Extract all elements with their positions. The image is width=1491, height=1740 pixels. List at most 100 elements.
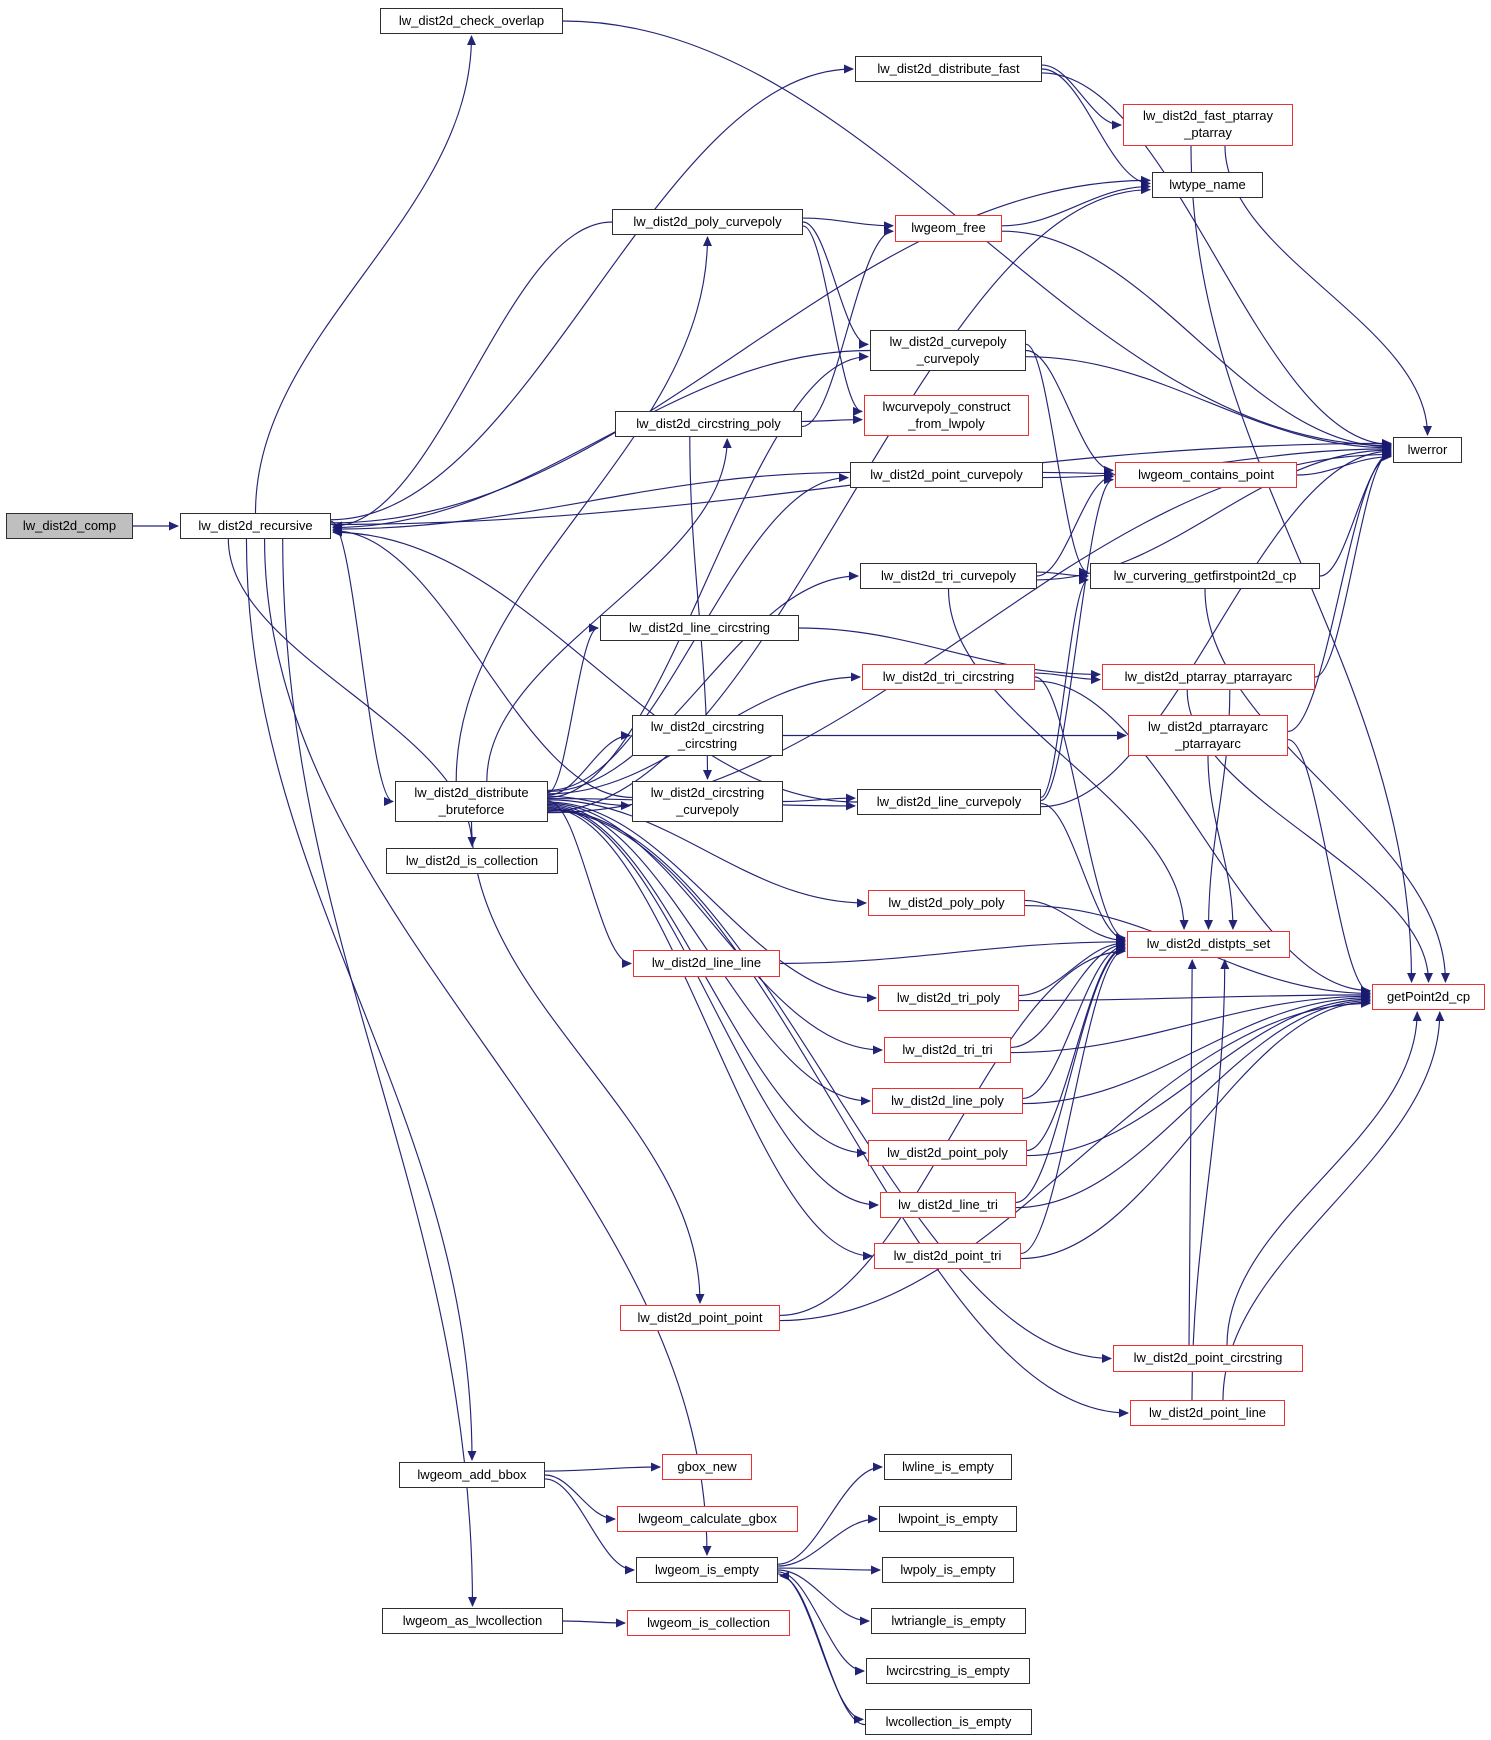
node-label-line: lw_dist2d_recursive: [198, 517, 313, 533]
node-label-line: lwgeom_add_bbox: [417, 1466, 527, 1482]
edge-line_curvepoly-to-lwerror: [1040, 446, 1392, 808]
edge-lwgeom_add_bbox-to-lwgeom_calculate_gbox: [544, 1474, 616, 1524]
node-circstring_circstring[interactable]: lw_dist2d_circstring _circstring: [632, 715, 783, 756]
edge-point_curvepoly-to-lwgeom_contains_point: [1042, 468, 1114, 478]
node-label-line: _ptarrayarc: [1175, 735, 1241, 751]
node-lwgeom_calculate_gbox[interactable]: lwgeom_calculate_gbox: [617, 1506, 798, 1532]
node-lwgeom_as_lwcollection[interactable]: lwgeom_as_lwcollection: [382, 1608, 563, 1634]
node-distribute_fast[interactable]: lw_dist2d_distribute_fast: [855, 56, 1042, 82]
node-recursive[interactable]: lw_dist2d_recursive: [180, 513, 331, 539]
edge-lwgeom_is_empty-to-lwcollection_is_empty: [777, 1573, 864, 1724]
node-label-line: lwline_is_empty: [902, 1458, 994, 1474]
node-check_overlap[interactable]: lw_dist2d_check_overlap: [380, 8, 563, 34]
node-point_point[interactable]: lw_dist2d_point_point: [620, 1305, 780, 1331]
edge-lwgeom_is_empty-to-lwtriangle_is_empty: [777, 1569, 870, 1626]
edge-tri_curvepoly-to-lwgeom_contains_point: [1036, 472, 1114, 577]
node-lwgeom_contains_point[interactable]: lwgeom_contains_point: [1115, 462, 1297, 488]
node-label-line: lw_dist2d_tri_curvepoly: [880, 567, 1017, 583]
edge-getfirstpoint2d_cp-to-lwerror: [1319, 451, 1392, 577]
node-lwcollection_is_empty[interactable]: lwcollection_is_empty: [865, 1709, 1032, 1735]
node-tri_tri[interactable]: lw_dist2d_tri_tri: [884, 1037, 1011, 1063]
node-line_curvepoly[interactable]: lw_dist2d_line_curvepoly: [857, 789, 1041, 815]
node-line_line[interactable]: lw_dist2d_line_line: [633, 950, 780, 977]
edge-distribute_bruteforce-to-tri_curvepoly: [547, 571, 859, 793]
node-point_circstring[interactable]: lw_dist2d_point_circstring: [1113, 1345, 1303, 1372]
node-lwgeom_free[interactable]: lwgeom_free: [895, 215, 1002, 242]
node-line_poly[interactable]: lw_dist2d_line_poly: [872, 1088, 1023, 1114]
node-lwgeom_is_empty[interactable]: lwgeom_is_empty: [636, 1557, 778, 1583]
edge-poly_curvepoly-to-recursive: [332, 221, 613, 531]
node-label-line: lw_dist2d_poly_poly: [888, 894, 1005, 910]
edge-ptarrayarc_ptarrayarc-to-getPoint2d_cp: [1287, 739, 1371, 997]
edge-distribute_bruteforce-to-point_tri: [547, 807, 873, 1261]
node-line_circstring[interactable]: lw_dist2d_line_circstring: [600, 615, 799, 641]
edge-lwgeom_add_bbox-to-lwgeom_is_empty: [544, 1478, 635, 1575]
node-comp[interactable]: lw_dist2d_comp: [6, 513, 133, 539]
node-label-line: lw_dist2d_line_circstring: [629, 619, 770, 635]
node-label-line: lwgeom_as_lwcollection: [402, 1612, 543, 1628]
node-lwgeom_is_collection[interactable]: lwgeom_is_collection: [627, 1610, 790, 1636]
edge-circstring_poly-to-lwgeom_free: [801, 226, 894, 428]
node-getfirstpoint2d_cp[interactable]: lw_curvering_getfirstpoint2d_cp: [1090, 563, 1320, 589]
node-label-line: lwgeom_is_empty: [654, 1561, 760, 1577]
node-label-line: lw_dist2d_distribute: [414, 784, 529, 800]
node-point_tri[interactable]: lw_dist2d_point_tri: [874, 1243, 1021, 1269]
node-lwtriangle_is_empty[interactable]: lwtriangle_is_empty: [871, 1608, 1026, 1634]
node-label-line: lw_dist2d_distribute_fast: [877, 60, 1020, 76]
node-line_tri[interactable]: lw_dist2d_line_tri: [880, 1192, 1016, 1218]
node-tri_curvepoly[interactable]: lw_dist2d_tri_curvepoly: [860, 563, 1037, 589]
node-label-line: lw_dist2d_poly_curvepoly: [633, 213, 782, 229]
node-ptarrayarc_ptarrayarc[interactable]: lw_dist2d_ptarrayarc _ptarrayarc: [1128, 715, 1288, 756]
node-label-line: lw_dist2d_line_line: [651, 955, 762, 971]
node-label-line: lwgeom_free: [911, 220, 986, 236]
node-lwtype_name[interactable]: lwtype_name: [1152, 172, 1263, 198]
edge-line_tri-to-getPoint2d_cp: [1015, 996, 1371, 1209]
edge-recursive-to-lwgeom_is_empty: [263, 538, 712, 1556]
node-label-line: lw_dist2d_line_tri: [898, 1196, 998, 1212]
edge-line_poly-to-distpts_set: [1022, 941, 1126, 1099]
node-lwcircstring_is_empty[interactable]: lwcircstring_is_empty: [866, 1658, 1030, 1684]
node-ptarray_ptarrayarc[interactable]: lw_dist2d_ptarray_ptarrayarc: [1102, 664, 1315, 690]
edge-distribute_bruteforce-to-tri_tri: [547, 802, 883, 1055]
node-circstring_poly[interactable]: lw_dist2d_circstring_poly: [615, 411, 802, 437]
node-getPoint2d_cp[interactable]: getPoint2d_cp: [1372, 984, 1485, 1010]
edge-tri_tri-to-distpts_set: [1010, 940, 1126, 1048]
edge-curvepoly_curvepoly-to-getfirstpoint2d_cp: [1025, 343, 1089, 577]
node-tri_circstring[interactable]: lw_dist2d_tri_circstring: [862, 664, 1035, 690]
node-label-line: lw_dist2d_point_circstring: [1133, 1350, 1283, 1366]
node-point_curvepoly[interactable]: lw_dist2d_point_curvepoly: [850, 462, 1043, 488]
edge-recursive-to-lwgeom_add_bbox: [245, 538, 477, 1461]
node-point_line[interactable]: lw_dist2d_point_line: [1130, 1400, 1285, 1426]
edge-tri_poly-to-getPoint2d_cp: [1018, 990, 1371, 1002]
edge-point_circstring-to-distpts_set: [1187, 959, 1197, 1346]
edge-point_line-to-distpts_set: [1191, 959, 1230, 1401]
node-distpts_set[interactable]: lw_dist2d_distpts_set: [1127, 931, 1290, 958]
node-poly_poly[interactable]: lw_dist2d_poly_poly: [868, 890, 1025, 916]
node-gbox_new[interactable]: gbox_new: [662, 1454, 752, 1480]
node-label-line: lwerror: [1407, 441, 1448, 457]
node-lwpoint_is_empty[interactable]: lwpoint_is_empty: [879, 1506, 1017, 1532]
node-circstring_curvepoly[interactable]: lw_dist2d_circstring _curvepoly: [632, 781, 783, 822]
node-lwerror[interactable]: lwerror: [1393, 437, 1462, 463]
edge-lwgeom_free-to-lwerror: [1001, 230, 1392, 452]
node-is_collection[interactable]: lw_dist2d_is_collection: [386, 848, 558, 874]
node-label-line: _ptarray: [1184, 125, 1232, 140]
node-lwpoly_is_empty[interactable]: lwpoly_is_empty: [882, 1557, 1014, 1583]
edge-tri_circstring-to-distpts_set: [1034, 676, 1126, 943]
node-label-line: lw_dist2d_circstring_poly: [636, 415, 781, 431]
node-fast_ptarray_ptarray[interactable]: lw_dist2d_fast_ptarray _ptarray: [1123, 104, 1293, 146]
node-curvepoly_curvepoly[interactable]: lw_dist2d_curvepoly _curvepoly: [870, 330, 1026, 371]
node-lwcurvepoly_construct[interactable]: lwcurvepoly_construct _from_lwpoly: [864, 395, 1029, 436]
node-label-line: lw_dist2d_ptarrayarc: [1148, 718, 1268, 734]
node-distribute_bruteforce[interactable]: lw_dist2d_distribute _bruteforce: [395, 781, 548, 822]
node-tri_poly[interactable]: lw_dist2d_tri_poly: [878, 985, 1019, 1011]
edge-curvepoly_curvepoly-to-recursive: [332, 349, 871, 533]
node-lwgeom_add_bbox[interactable]: lwgeom_add_bbox: [399, 1462, 545, 1488]
node-point_poly[interactable]: lw_dist2d_point_poly: [868, 1140, 1027, 1166]
edge-poly_curvepoly-to-lwcurvepoly_construct: [802, 225, 863, 416]
node-poly_curvepoly[interactable]: lw_dist2d_poly_curvepoly: [612, 209, 803, 235]
node-lwline_is_empty[interactable]: lwline_is_empty: [884, 1454, 1012, 1480]
edge-line_curvepoly-to-distpts_set: [1040, 802, 1126, 944]
edge-line_circstring-to-ptarray_ptarrayarc: [798, 627, 1101, 679]
edge-distribute_bruteforce-to-poly_poly: [547, 799, 867, 908]
